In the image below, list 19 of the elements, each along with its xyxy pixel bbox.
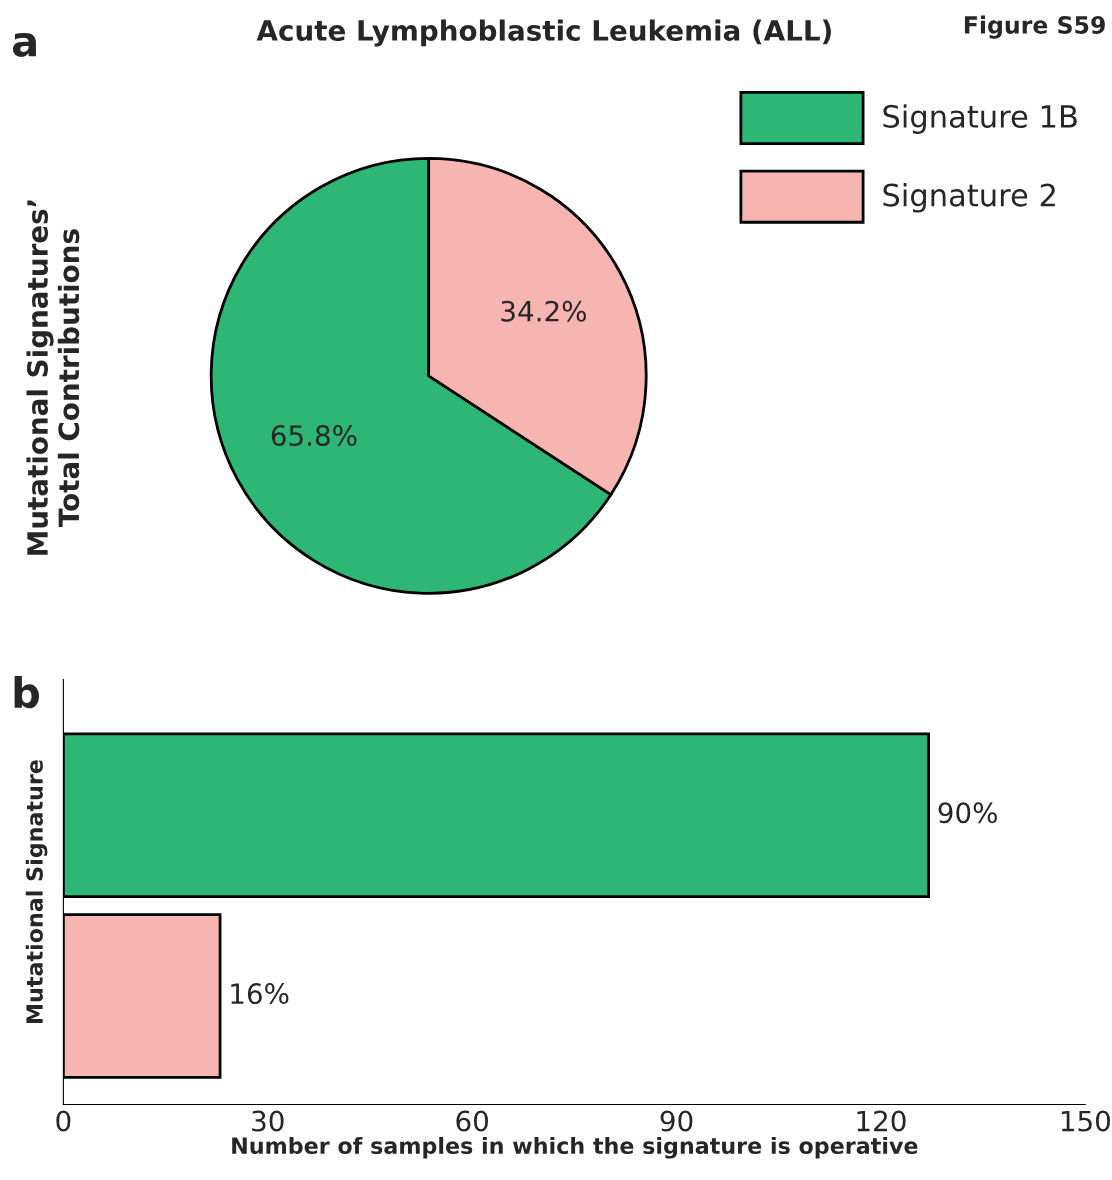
x-tick-label: 30 [252,1110,284,1132]
legend-label: Signature 1B [883,104,1077,134]
data-label: 65.8% [271,425,357,447]
legend-label: Signature 2 [883,183,1055,213]
data-label: 34.2% [501,300,587,322]
text: Mutational Signatures’ Total Contributions [26,200,80,555]
x-tick-label: 60 [456,1110,488,1132]
text: b [14,676,40,709]
x-tick-label: 0 [56,1110,71,1132]
y-axis-title: Mutational Signature [25,760,48,1024]
text: a [12,33,36,57]
x-tick-label: 90 [660,1110,693,1132]
annotation: 90% [938,802,997,824]
chart-title: Acute Lymphoblastic Leukemia (ALL) [256,19,831,47]
x-tick-label: 120 [857,1110,906,1132]
caption: Figure S59 [964,15,1105,39]
annotation: 16% [231,983,289,1005]
x-tick-label: 150 [1061,1110,1110,1132]
x-axis-title: Number of samples in which the signature is operative [232,1136,918,1159]
